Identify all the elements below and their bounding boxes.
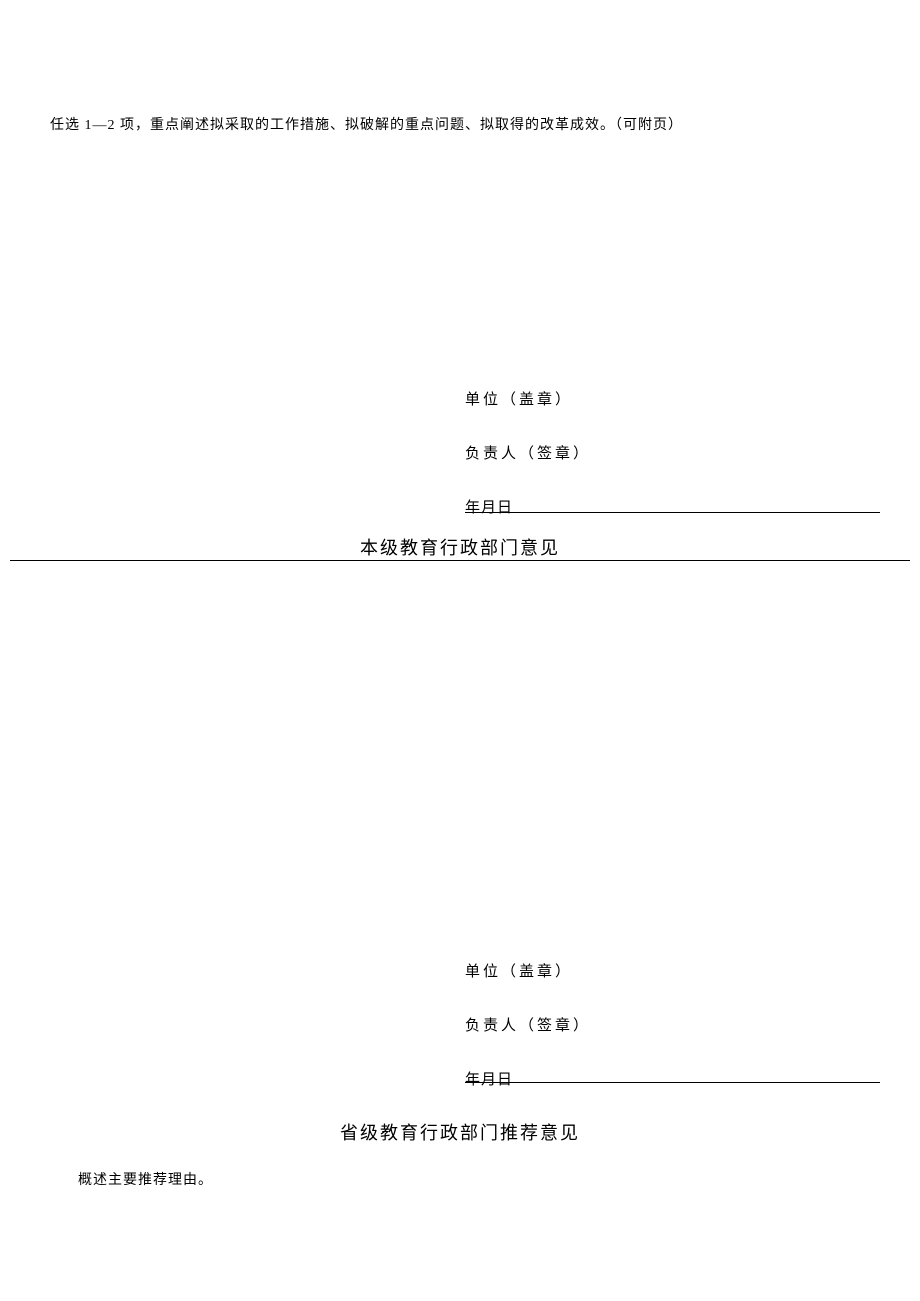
- unit-stamp-label-2: 单位（盖章）: [465, 960, 591, 981]
- person-sign-label-2: 负责人（签章）: [465, 1014, 591, 1035]
- date-underline-2: [465, 1082, 880, 1083]
- date-underline-1: [465, 512, 880, 513]
- section-divider-1: [10, 560, 910, 561]
- bottom-note-text: 概述主要推荐理由。: [78, 1169, 213, 1189]
- date-label: 年月日: [465, 496, 591, 517]
- date-label-2: 年月日: [465, 1068, 591, 1089]
- person-sign-label: 负责人（签章）: [465, 442, 591, 463]
- top-instruction-text: 任选 1—2 项，重点阐述拟采取的工作措施、拟破解的重点问题、拟取得的改革成效。…: [50, 115, 683, 137]
- signature-block-1: 单位（盖章） 负责人（签章） 年月日: [465, 388, 591, 517]
- section-header-2: 省级教育行政部门推荐意见: [0, 1119, 920, 1145]
- section-header-1: 本级教育行政部门意见: [0, 534, 920, 560]
- unit-stamp-label: 单位（盖章）: [465, 388, 591, 409]
- signature-block-2: 单位（盖章） 负责人（签章） 年月日: [465, 960, 591, 1089]
